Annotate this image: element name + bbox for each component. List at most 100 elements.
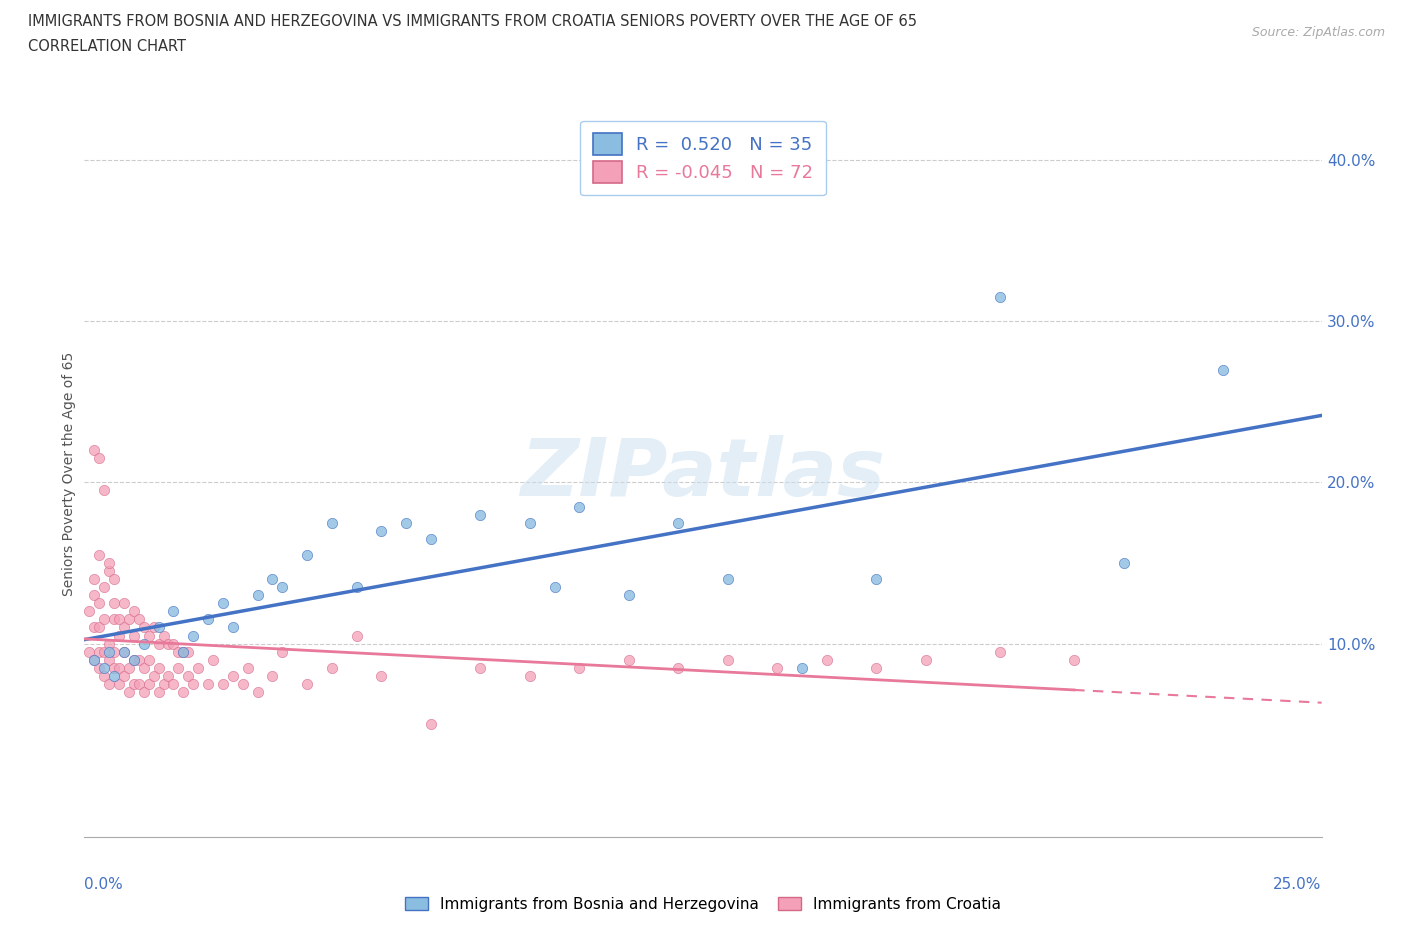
Point xyxy=(122,652,145,667)
Point xyxy=(222,620,245,635)
Point xyxy=(865,660,887,675)
Point xyxy=(197,612,219,627)
Point xyxy=(108,628,131,643)
Point xyxy=(152,676,174,691)
Point xyxy=(162,604,184,618)
Point xyxy=(152,628,174,643)
Point xyxy=(172,684,194,699)
Point xyxy=(295,548,318,563)
Point xyxy=(89,620,111,635)
Point xyxy=(79,644,101,659)
Point xyxy=(108,612,131,627)
Point xyxy=(93,483,115,498)
Point xyxy=(181,628,204,643)
Point xyxy=(103,669,125,684)
Point xyxy=(148,636,170,651)
Point xyxy=(162,676,184,691)
Point xyxy=(93,660,115,675)
Point xyxy=(83,443,105,458)
Point xyxy=(138,676,160,691)
Point xyxy=(419,717,441,732)
Point xyxy=(470,660,492,675)
Point xyxy=(108,660,131,675)
Text: 0.0%: 0.0% xyxy=(84,877,124,892)
Point xyxy=(148,620,170,635)
Point xyxy=(246,684,269,699)
Point xyxy=(89,660,111,675)
Point xyxy=(172,644,194,659)
Legend: Immigrants from Bosnia and Herzegovina, Immigrants from Croatia: Immigrants from Bosnia and Herzegovina, … xyxy=(399,890,1007,918)
Point xyxy=(617,652,640,667)
Point xyxy=(142,620,165,635)
Point xyxy=(98,564,121,578)
Point xyxy=(83,652,105,667)
Point xyxy=(108,676,131,691)
Point xyxy=(419,531,441,546)
Point xyxy=(157,636,180,651)
Point xyxy=(262,572,284,587)
Point xyxy=(122,676,145,691)
Point xyxy=(112,620,135,635)
Point xyxy=(395,515,418,530)
Point xyxy=(914,652,936,667)
Point xyxy=(236,660,259,675)
Point xyxy=(519,515,541,530)
Point xyxy=(98,644,121,659)
Point xyxy=(118,612,141,627)
Point xyxy=(122,604,145,618)
Point xyxy=(246,588,269,603)
Point xyxy=(79,604,101,618)
Point xyxy=(1063,652,1085,667)
Point xyxy=(89,596,111,611)
Point xyxy=(370,669,392,684)
Point xyxy=(98,636,121,651)
Point xyxy=(162,636,184,651)
Point xyxy=(172,644,194,659)
Point xyxy=(202,652,225,667)
Point xyxy=(93,612,115,627)
Point xyxy=(271,579,294,594)
Point xyxy=(1212,362,1234,377)
Point xyxy=(177,669,200,684)
Point xyxy=(617,588,640,603)
Point xyxy=(790,660,813,675)
Point xyxy=(122,652,145,667)
Point xyxy=(271,644,294,659)
Legend: R =  0.520   N = 35, R = -0.045   N = 72: R = 0.520 N = 35, R = -0.045 N = 72 xyxy=(581,121,825,195)
Point xyxy=(138,628,160,643)
Point xyxy=(118,660,141,675)
Point xyxy=(148,684,170,699)
Point xyxy=(128,612,150,627)
Point xyxy=(89,548,111,563)
Point xyxy=(321,515,343,530)
Point xyxy=(988,289,1011,304)
Point xyxy=(187,660,209,675)
Point xyxy=(212,676,235,691)
Point xyxy=(118,684,141,699)
Point xyxy=(112,644,135,659)
Text: CORRELATION CHART: CORRELATION CHART xyxy=(28,39,186,54)
Point xyxy=(98,676,121,691)
Point xyxy=(89,451,111,466)
Point xyxy=(132,660,155,675)
Point xyxy=(83,652,105,667)
Point xyxy=(148,660,170,675)
Point xyxy=(815,652,838,667)
Point xyxy=(132,636,155,651)
Text: Source: ZipAtlas.com: Source: ZipAtlas.com xyxy=(1251,26,1385,39)
Point xyxy=(128,652,150,667)
Point xyxy=(103,612,125,627)
Point xyxy=(177,644,200,659)
Point xyxy=(89,644,111,659)
Point xyxy=(568,660,591,675)
Text: 25.0%: 25.0% xyxy=(1274,877,1322,892)
Text: ZIPatlas: ZIPatlas xyxy=(520,435,886,513)
Point xyxy=(103,644,125,659)
Point xyxy=(346,579,368,594)
Point xyxy=(138,652,160,667)
Point xyxy=(93,644,115,659)
Point xyxy=(519,669,541,684)
Point xyxy=(83,620,105,635)
Point xyxy=(232,676,254,691)
Point xyxy=(83,588,105,603)
